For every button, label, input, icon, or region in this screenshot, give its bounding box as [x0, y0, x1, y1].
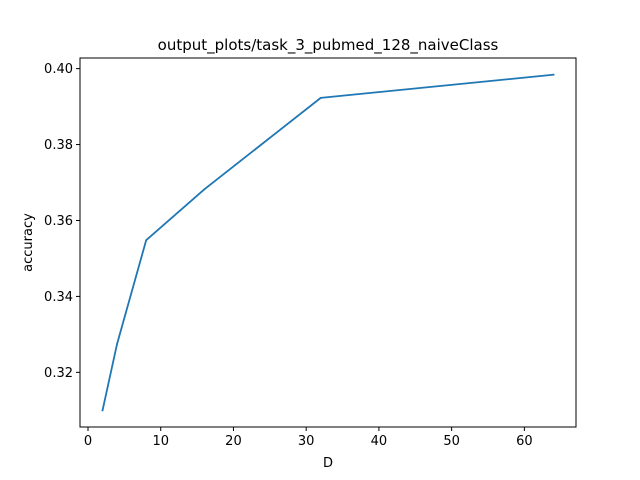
chart-title: output_plots/task_3_pubmed_128_naiveClas… — [158, 36, 499, 55]
series-layer — [101, 73, 555, 412]
x-tick-label: 0 — [84, 434, 92, 449]
x-tick-label: 10 — [152, 434, 169, 449]
data-point — [116, 342, 118, 345]
y-tick-label: 0.32 — [44, 366, 73, 381]
x-tick-label: 40 — [371, 434, 388, 449]
data-point — [552, 73, 555, 76]
data-point — [319, 96, 322, 99]
x-axis-label: D — [323, 456, 333, 471]
y-tick-label: 0.36 — [44, 214, 73, 229]
y-tick-label: 0.40 — [44, 62, 73, 77]
y-axis-ticks: 0.32 0.34 0.36 0.38 0.40 — [44, 62, 80, 381]
series-line — [101, 73, 555, 412]
x-tick-label: 30 — [298, 434, 315, 449]
data-point — [145, 239, 148, 242]
x-tick-label: 20 — [225, 434, 242, 449]
y-axis-label: accuracy — [21, 213, 36, 272]
x-axis-ticks: 0 10 20 30 40 50 60 — [84, 427, 533, 449]
data-point — [101, 409, 104, 412]
plot-area-frame — [79, 57, 577, 428]
y-tick-label: 0.34 — [44, 290, 73, 305]
data-point — [203, 188, 206, 191]
x-tick-label: 50 — [443, 434, 460, 449]
x-tick-label: 60 — [516, 434, 533, 449]
y-tick-label: 0.38 — [44, 138, 73, 153]
